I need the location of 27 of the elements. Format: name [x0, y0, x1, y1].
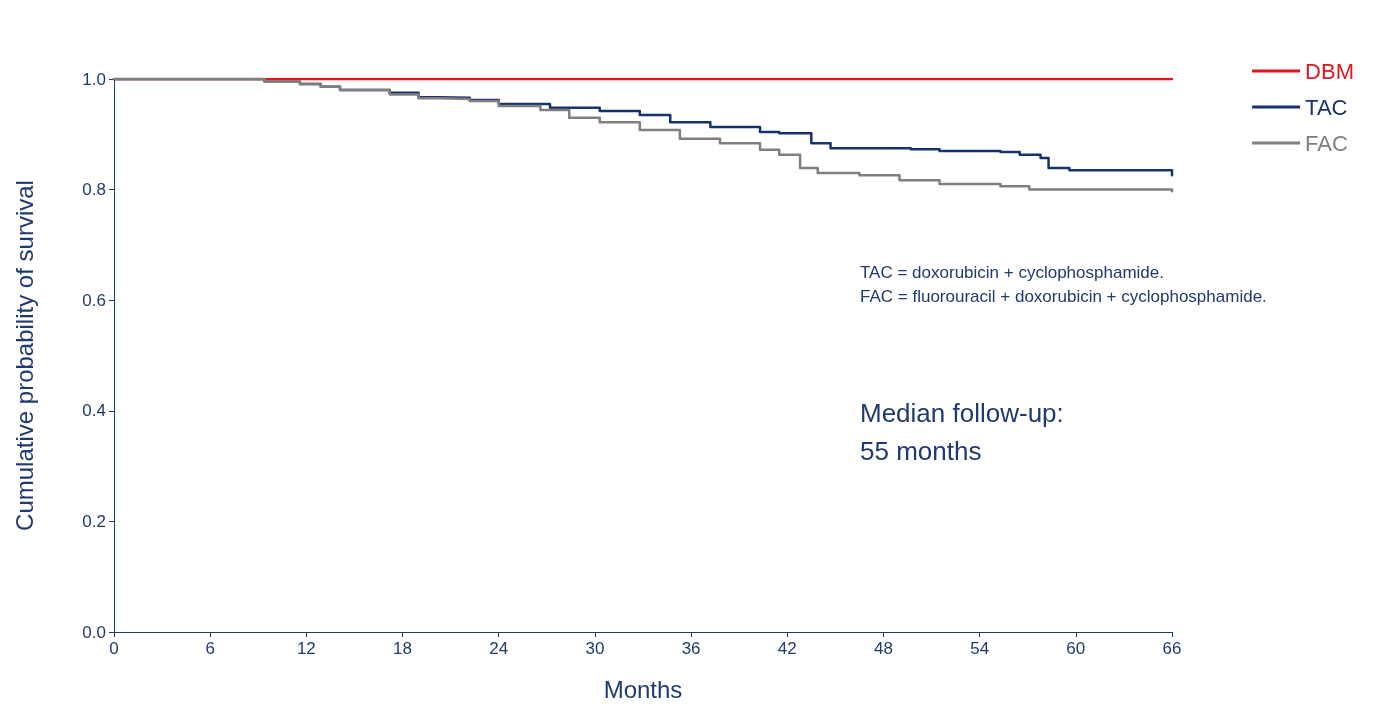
y-tick-label: 1.0 — [82, 69, 106, 89]
y-tick-label: 0.0 — [82, 622, 106, 642]
x-tick-label: 36 — [681, 639, 701, 658]
x-tick-label: 66 — [1162, 639, 1182, 658]
annotation: TAC = doxorubicin + cyclophosphamide. — [860, 263, 1164, 282]
x-tick-label: 24 — [489, 639, 509, 658]
legend-label: FAC — [1305, 130, 1349, 156]
x-tick-label: 6 — [205, 639, 215, 658]
x-tick-label: 48 — [873, 639, 893, 658]
y-tick-label: 0.4 — [82, 401, 106, 421]
x-tick-label: 12 — [296, 639, 316, 658]
x-axis-title: Months — [603, 675, 683, 703]
y-tick-label: 0.6 — [82, 290, 106, 310]
legend-label: DBM — [1305, 58, 1354, 84]
annotation: 55 months — [860, 436, 982, 466]
annotation: FAC = fluorouracil + doxorubicin + cyclophosphamide. — [860, 287, 1267, 306]
x-tick-label: 30 — [585, 639, 605, 658]
x-tick-label: 0 — [109, 639, 119, 658]
x-tick-label: 54 — [970, 639, 990, 658]
legend-label: TAC — [1305, 94, 1348, 120]
x-tick-label: 60 — [1066, 639, 1086, 658]
x-tick-label: 18 — [393, 639, 413, 658]
y-axis-title: Cumulative probability of survival — [10, 180, 38, 531]
annotation: Median follow-up: — [860, 398, 1064, 428]
y-tick-label: 0.8 — [82, 180, 106, 200]
x-tick-label: 42 — [777, 639, 797, 658]
y-tick-label: 0.2 — [82, 511, 106, 531]
